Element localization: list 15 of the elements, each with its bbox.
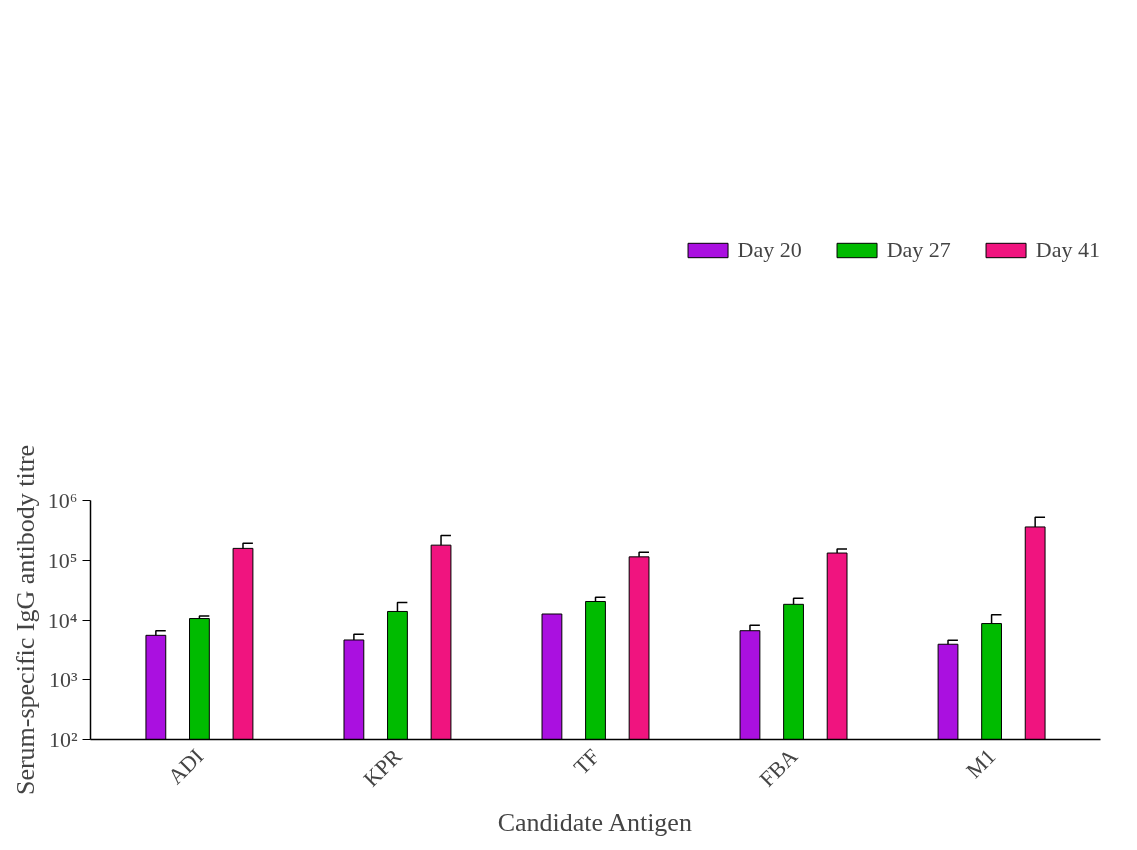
- x-tick-label: ADI: [162, 743, 209, 789]
- y-tick-label: 10³: [48, 667, 78, 693]
- legend-label: Day 27: [886, 237, 951, 263]
- y-tick-label: 10⁴: [47, 607, 78, 633]
- y-tick-label: 10⁵: [47, 547, 78, 573]
- x-tick-label: TF: [568, 743, 605, 780]
- y-tick-label: 10²: [48, 727, 78, 752]
- legend-label: Day 20: [737, 237, 802, 263]
- y-axis-title: Serum-specific IgG antibody titre: [10, 444, 40, 796]
- x-tick-label: FBA: [754, 743, 803, 792]
- x-tick-label: M1: [961, 743, 1001, 783]
- legend-label: Day 41: [1035, 237, 1100, 263]
- x-tick-label: KPR: [358, 743, 407, 792]
- x-axis-title: Candidate Antigen: [497, 808, 692, 838]
- y-tick-label: 10⁶: [47, 488, 78, 513]
